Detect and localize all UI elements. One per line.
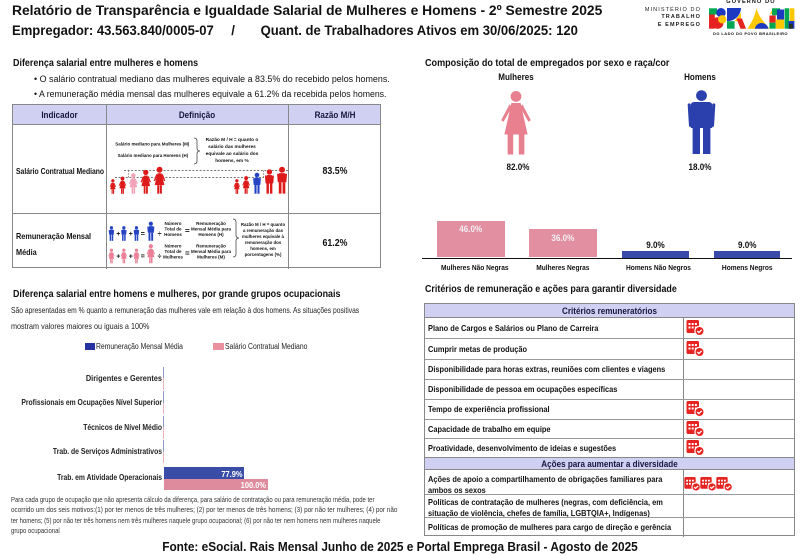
- svg-text:Remuneração: Remuneração: [196, 244, 226, 249]
- svg-text:salário das mulheres: salário das mulheres: [208, 144, 256, 150]
- svg-text:Salário mediano para Homens (H: Salário mediano para Homens (H): [118, 153, 189, 159]
- svg-text:porcentagens (%): porcentagens (%): [245, 252, 282, 257]
- svg-text:Número: Número: [164, 221, 181, 226]
- svg-text:equivale ao salário dos: equivale ao salário dos: [206, 151, 259, 157]
- svg-text:mulheres equivale à: mulheres equivale à: [242, 234, 285, 239]
- svg-text:Remuneração: Remuneração: [196, 221, 226, 226]
- svg-text:Total de: Total de: [165, 249, 182, 254]
- svg-text:Mensal Média para: Mensal Média para: [191, 249, 232, 254]
- svg-text:+: +: [129, 254, 133, 261]
- svg-text:Homens: Homens: [164, 232, 182, 237]
- svg-text:Mensal Média para: Mensal Média para: [191, 227, 232, 232]
- svg-text:÷: ÷: [158, 254, 162, 261]
- svg-text:+: +: [116, 231, 120, 238]
- svg-text:Salário mediano para Mulheres: Salário mediano para Mulheres (M): [115, 142, 189, 148]
- svg-text:+: +: [129, 231, 133, 238]
- svg-text:Homens (H): Homens (H): [198, 232, 224, 237]
- svg-text:remuneração dos: remuneração dos: [245, 240, 282, 245]
- svg-text:Razão M / H = quanto o: Razão M / H = quanto o: [206, 137, 259, 143]
- svg-text:homens, em: homens, em: [250, 246, 276, 251]
- svg-text:+: +: [116, 254, 120, 261]
- svg-text:Mulheres (M): Mulheres (M): [197, 255, 225, 260]
- svg-text:Mulheres: Mulheres: [163, 255, 183, 260]
- svg-text:Número: Número: [164, 244, 181, 249]
- svg-text:=: =: [141, 254, 145, 261]
- svg-text:Razão M / H = quanto: Razão M / H = quanto: [241, 222, 286, 227]
- svg-text:a remuneração das: a remuneração das: [243, 228, 284, 233]
- svg-text:=: =: [141, 231, 145, 238]
- svg-text:=: =: [185, 249, 190, 258]
- svg-text:=: =: [185, 227, 190, 236]
- svg-text:homens, em %: homens, em %: [215, 158, 249, 164]
- svg-text:÷: ÷: [158, 231, 162, 238]
- svg-text:Total de: Total de: [165, 227, 182, 232]
